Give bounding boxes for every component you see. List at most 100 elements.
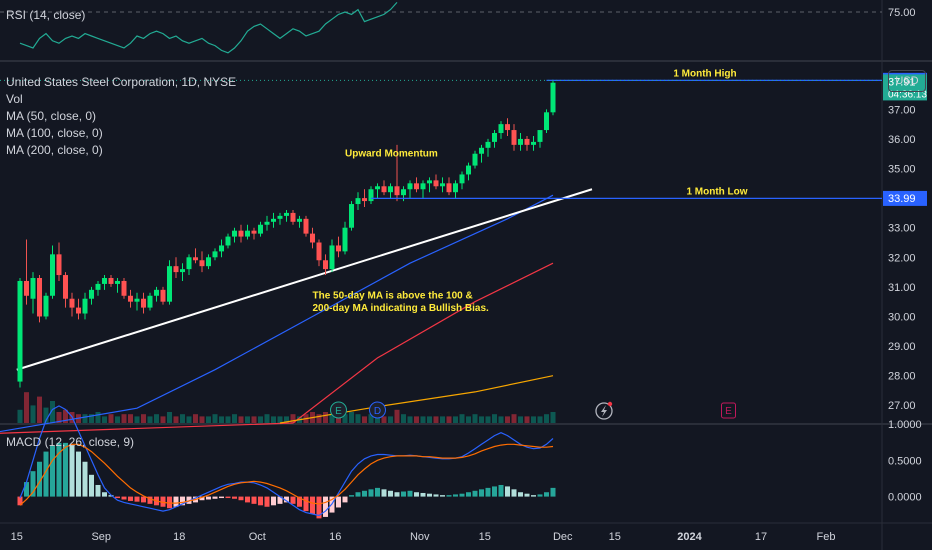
candle-body [524, 138, 530, 145]
macd-histogram-bar [290, 496, 296, 504]
volume-bar [186, 416, 192, 423]
macd-legend: MACD (12, 26, close, 9) [6, 434, 134, 451]
volume-bar [206, 416, 211, 423]
price-tick-label: 29.00 [888, 341, 916, 353]
candle-body [30, 278, 36, 299]
time-axis-label: 2024 [677, 531, 702, 543]
chart-annotation: 200-day MA indicating a Bullish Bias. [313, 303, 490, 314]
candle-body [466, 165, 471, 175]
macd-histogram-bar [316, 496, 322, 519]
volume-bar [238, 416, 244, 423]
ma-line [0, 194, 554, 433]
volume-bar [375, 416, 380, 423]
candle-body [531, 141, 536, 145]
macd-histogram-bar [381, 489, 387, 497]
level-label: 1 Month Low [686, 186, 747, 197]
candle-body [336, 245, 341, 252]
volume-bar [30, 405, 36, 423]
volume-bar [232, 414, 237, 423]
trend-line [16, 188, 593, 371]
macd-histogram-bar [388, 490, 393, 497]
volume-bar [95, 412, 101, 423]
price-tick-label: 36.00 [888, 134, 916, 146]
candle-body [433, 180, 439, 187]
event-marker [330, 401, 347, 419]
legend-ma-200[interactable]: MA (200, close, 0) [6, 143, 103, 157]
volume-bar [433, 416, 439, 423]
event-marker-label: E [335, 406, 342, 417]
candle-body [95, 283, 101, 290]
candle-body [498, 124, 504, 134]
macd-histogram-bar [323, 496, 328, 517]
macd-histogram-bar [63, 442, 68, 497]
volume-bar [225, 416, 231, 423]
macd-histogram-bar [297, 496, 302, 507]
volume-bar [394, 409, 400, 423]
candle-body [193, 257, 198, 261]
candle-body [440, 183, 445, 187]
rsi-title: RSI (14, close) [6, 8, 86, 22]
volume-bar [141, 414, 146, 423]
macd-histogram-bar [180, 496, 185, 506]
candle-body [401, 189, 406, 196]
volume-bar [479, 416, 484, 423]
ma-line [279, 375, 554, 424]
candle-body [128, 295, 133, 302]
legend-ma-100[interactable]: MA (100, close, 0) [6, 126, 103, 140]
volume-bar [401, 414, 406, 423]
time-axis-label: 15 [609, 531, 621, 543]
symbol-title[interactable]: United States Steel Corporation, 1D, NYS… [6, 75, 237, 89]
macd-histogram-bar [420, 492, 426, 497]
volume-bar [199, 416, 205, 423]
macd-histogram-bar [407, 490, 413, 497]
macd-histogram-bar [277, 496, 283, 504]
volume-bar [459, 414, 465, 423]
volume-bar [381, 416, 387, 423]
candle-body [258, 224, 263, 234]
time-axis-label: 16 [329, 531, 341, 543]
candle-body [102, 278, 107, 284]
macd-histogram-bar [17, 496, 23, 506]
time-axis-label: 15 [11, 531, 23, 543]
candle-body [485, 141, 491, 148]
volume-bar [24, 392, 29, 423]
candle-body [388, 186, 393, 193]
candle-body [446, 183, 452, 193]
currency-button[interactable]: USD [888, 70, 926, 92]
macd-histogram-bar [472, 490, 478, 497]
volume-bar [154, 414, 159, 423]
volume-bar [173, 416, 179, 423]
legend-ma-50[interactable]: MA (50, close, 0) [6, 109, 97, 123]
volume-bar [427, 416, 432, 423]
macd-histogram-bar [264, 496, 270, 507]
macd-histogram-bar [550, 487, 556, 497]
macd-histogram-bar [160, 496, 166, 507]
legend-volume[interactable]: Vol [6, 92, 23, 106]
candle-body [355, 198, 361, 205]
time-axis-label: 17 [755, 531, 767, 543]
macd-histogram-bar [238, 496, 244, 501]
candle-body [459, 174, 465, 184]
price-tick-label: 28.00 [888, 371, 916, 383]
candle-body [407, 183, 413, 190]
candle-body [550, 82, 556, 113]
macd-histogram-bar [427, 493, 432, 497]
event-marker [721, 402, 736, 419]
flash-icon [601, 405, 607, 417]
macd-histogram-bar [173, 496, 179, 507]
volume-bar [63, 409, 68, 423]
macd-histogram-bar [121, 496, 127, 500]
macd-histogram-bar [394, 492, 400, 497]
macd-histogram-bar [225, 496, 231, 499]
volume-bar [492, 414, 497, 423]
time-axis-label: 15 [479, 531, 491, 543]
volume-bar [329, 414, 335, 423]
macd-histogram-bar [147, 496, 153, 504]
candle-body [238, 230, 244, 237]
macd-title[interactable]: MACD (12, 26, close, 9) [6, 435, 135, 449]
volume-bar [323, 412, 328, 423]
volume-bar [245, 416, 250, 423]
time-axis-label: Dec [553, 531, 573, 543]
candle-body [277, 215, 283, 219]
candle-body [511, 130, 517, 145]
